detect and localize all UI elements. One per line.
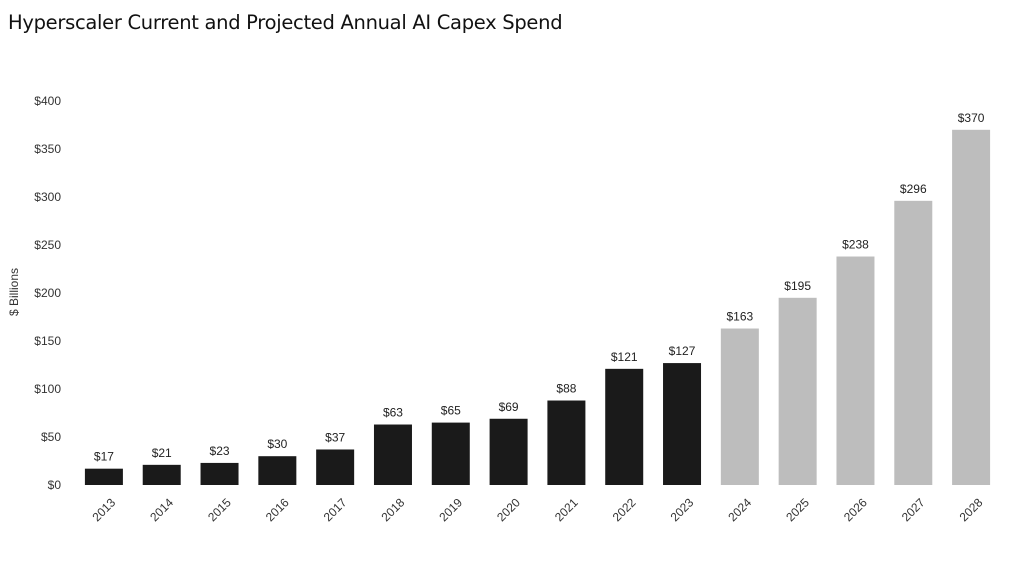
bar-2020 <box>489 418 528 485</box>
x-tick-label-2018: 2018 <box>379 495 408 524</box>
y-tick-label: $200 <box>34 286 61 300</box>
bar-2024 <box>720 328 759 485</box>
data-label-2015: $23 <box>210 444 230 458</box>
x-tick-label-2019: 2019 <box>436 495 465 524</box>
x-tick-label-2014: 2014 <box>147 495 176 524</box>
x-tick-label-2016: 2016 <box>263 495 292 524</box>
y-tick-label: $0 <box>48 478 62 492</box>
y-tick-label: $250 <box>34 238 61 252</box>
data-label-2018: $63 <box>383 406 403 420</box>
data-label-2016: $30 <box>267 437 287 451</box>
bar-2028 <box>952 129 991 486</box>
bar-2015 <box>200 462 239 485</box>
x-tick-label-2021: 2021 <box>552 495 581 524</box>
x-axis-ticks: 2013 2014 2015 2016 2017 2018 2019 2020 2021 2022… <box>89 495 985 524</box>
bar-2021 <box>547 400 586 485</box>
data-label-2017: $37 <box>325 430 345 444</box>
chart-title: Hyperscaler Current and Projected Annual… <box>8 11 563 34</box>
x-tick-label-2025: 2025 <box>783 495 812 524</box>
bar-2025 <box>778 297 817 485</box>
bar-2018 <box>373 424 412 485</box>
x-tick-label-2022: 2022 <box>610 495 639 524</box>
y-axis-ticks: $0 $50 $100 $150 $200 $250 $300 $350 $400 <box>34 94 61 492</box>
bar-2026 <box>836 256 875 485</box>
data-label-2019: $65 <box>441 404 461 418</box>
data-label-2026: $238 <box>842 238 869 252</box>
bar-2014 <box>142 464 181 485</box>
bar-2022 <box>605 368 644 485</box>
x-tick-label-2023: 2023 <box>668 495 697 524</box>
bar-2023 <box>663 363 702 485</box>
data-label-2022: $121 <box>611 350 638 364</box>
bar-2016 <box>258 456 297 485</box>
data-label-2020: $69 <box>499 400 519 414</box>
x-tick-label-2026: 2026 <box>841 495 870 524</box>
y-tick-label: $400 <box>34 94 61 108</box>
y-tick-label: $300 <box>34 190 61 204</box>
data-labels: $17 $21 $23 $30 $37 $63 $65 $69 $88 $121 $127 $163 $… <box>94 111 985 464</box>
x-tick-label-2027: 2027 <box>899 495 928 524</box>
y-tick-label: $150 <box>34 334 61 348</box>
x-tick-label-2017: 2017 <box>321 495 350 524</box>
data-label-2021: $88 <box>556 382 576 396</box>
bar-2017 <box>316 449 355 485</box>
data-label-2024: $163 <box>726 310 753 324</box>
x-tick-label-2013: 2013 <box>89 495 118 524</box>
y-axis-label: $ Billions <box>7 268 21 316</box>
data-label-2023: $127 <box>669 344 696 358</box>
bar-2019 <box>431 422 470 485</box>
data-label-2014: $21 <box>152 446 172 460</box>
bars <box>84 129 991 486</box>
bar-2013 <box>84 468 123 485</box>
y-tick-label: $100 <box>34 382 61 396</box>
bar-2027 <box>894 200 933 485</box>
y-tick-label: $350 <box>34 142 61 156</box>
x-tick-label-2028: 2028 <box>957 495 986 524</box>
data-label-2013: $17 <box>94 450 114 464</box>
data-label-2028: $370 <box>958 111 985 125</box>
data-label-2025: $195 <box>784 279 811 293</box>
x-tick-label-2024: 2024 <box>725 495 754 524</box>
data-label-2027: $296 <box>900 182 927 196</box>
y-tick-label: $50 <box>41 430 61 444</box>
x-tick-label-2020: 2020 <box>494 495 523 524</box>
x-tick-label-2015: 2015 <box>205 495 234 524</box>
